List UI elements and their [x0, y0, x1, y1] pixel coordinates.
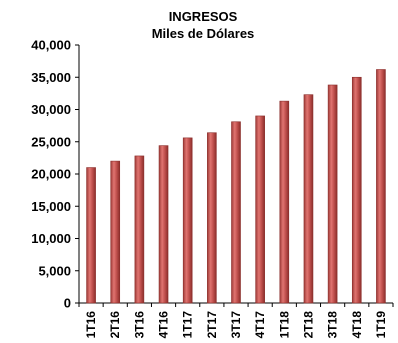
y-tick-label: 10,000	[31, 231, 71, 246]
y-tick-label: 35,000	[31, 70, 71, 85]
bar	[182, 137, 193, 304]
bar	[376, 69, 386, 304]
bar	[110, 160, 121, 304]
y-tick-label: 40,000	[31, 38, 71, 53]
bar	[327, 84, 338, 304]
x-tick-label: 3T18	[326, 311, 340, 339]
x-tick-label: 3T17	[229, 311, 243, 339]
x-tick-label: 1T19	[374, 311, 388, 339]
bar	[303, 94, 314, 304]
y-tick-label: 5,000	[38, 263, 71, 278]
bar	[279, 100, 290, 304]
x-tick-label: 4T16	[157, 311, 171, 339]
y-tick-label: 30,000	[31, 102, 71, 117]
x-tick-label: 1T17	[181, 311, 195, 339]
x-tick-label: 4T18	[350, 311, 364, 339]
bar	[351, 76, 362, 304]
x-tick-label: 3T16	[132, 311, 146, 339]
x-tick-label: 2T18	[301, 311, 315, 339]
x-tick-label: 1T18	[277, 311, 291, 339]
x-tick-label: 1T16	[84, 311, 98, 339]
bar	[207, 132, 217, 304]
y-tick-label: 15,000	[31, 199, 71, 214]
x-tick-label: 4T17	[253, 311, 267, 339]
y-tick-label: 25,000	[31, 134, 71, 149]
x-tick-label: 2T16	[108, 311, 122, 339]
chart-title: INGRESOS	[169, 9, 238, 24]
y-tick-label: 0	[64, 296, 71, 311]
bar	[86, 167, 96, 304]
bar	[255, 115, 265, 304]
chart-subtitle: Miles de Dólares	[152, 26, 255, 41]
plot-area: 0 5,000 10,000 15,000 20,000 25,000 30,000 35,0…	[31, 38, 394, 339]
bar	[158, 145, 169, 304]
bar	[231, 121, 241, 304]
bar	[134, 155, 145, 304]
x-tick-label: 2T17	[205, 311, 219, 339]
y-tick-label: 20,000	[31, 167, 71, 182]
